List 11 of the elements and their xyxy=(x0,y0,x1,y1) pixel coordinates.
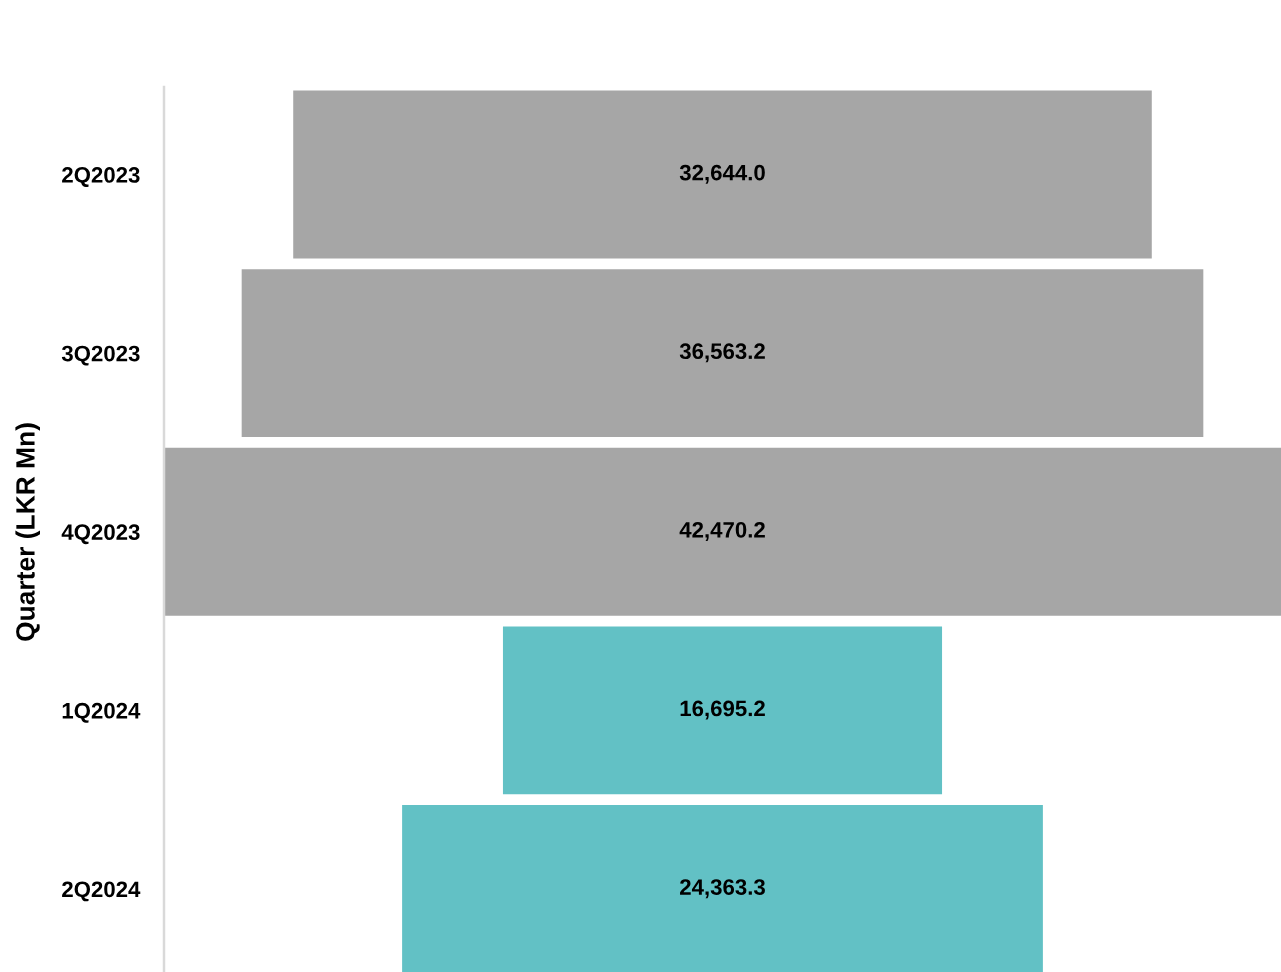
category-label: 2Q2023 xyxy=(62,167,140,187)
category-label: 4Q2023 xyxy=(61,524,140,545)
data-label: 24,363.3 xyxy=(680,879,765,899)
data-label: 36,563.2 xyxy=(679,343,765,363)
category-label: 3Q2023 xyxy=(61,345,140,366)
text: Quarter (LKR Mn) xyxy=(15,423,40,641)
category-label: 2Q2024 xyxy=(62,881,141,902)
data-label: 32,644.0 xyxy=(679,164,765,184)
data-label: 16,695.2 xyxy=(680,700,765,720)
category-label: 1Q2024 xyxy=(62,702,141,723)
data-label: 42,470.2 xyxy=(679,521,765,541)
